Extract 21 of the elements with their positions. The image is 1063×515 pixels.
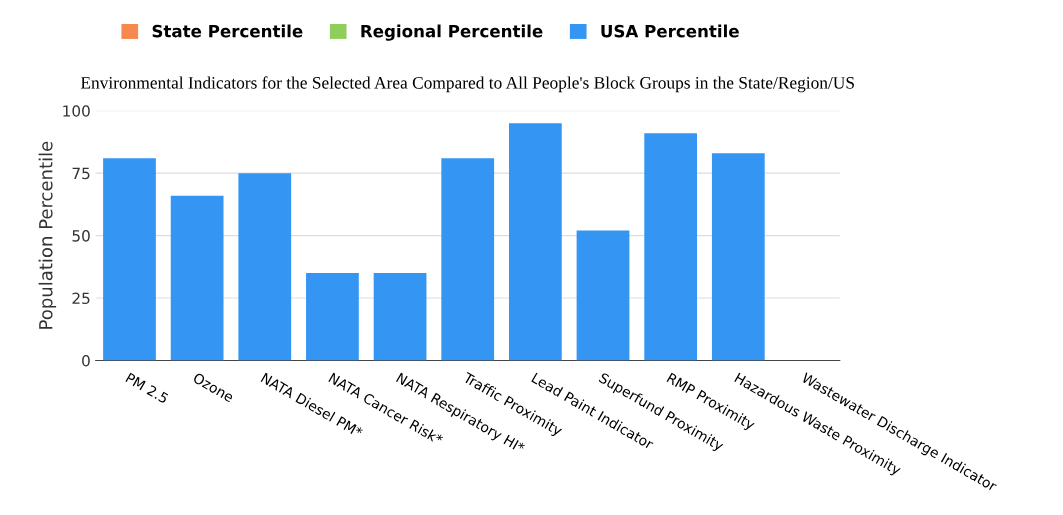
y-tick-label: 100 <box>63 105 90 117</box>
x-tick-label: PM 2.5 <box>125 372 169 404</box>
bar <box>306 273 359 361</box>
bar <box>711 153 765 361</box>
y-tick-label: 75 <box>72 167 90 180</box>
bar <box>576 230 630 361</box>
legend-label: USA Percentile <box>601 24 739 38</box>
bar <box>644 133 698 361</box>
bar <box>508 123 562 361</box>
bar <box>373 273 427 361</box>
bar <box>170 195 224 361</box>
legend-label: State Percentile <box>152 24 303 38</box>
y-tick-label: 0 <box>82 354 90 367</box>
y-tick-label: 25 <box>72 292 90 305</box>
bar <box>103 158 156 361</box>
y-tick-label: 50 <box>72 230 90 242</box>
bar <box>238 173 292 361</box>
bar <box>441 158 495 361</box>
y-axis-title: Population Percentile <box>38 141 57 329</box>
chart-title: Environmental Indicators for the Selected Area Compared to All People's Block Groups in the State/Region/US <box>80 76 854 93</box>
legend-label: Regional Percentile <box>361 24 543 41</box>
